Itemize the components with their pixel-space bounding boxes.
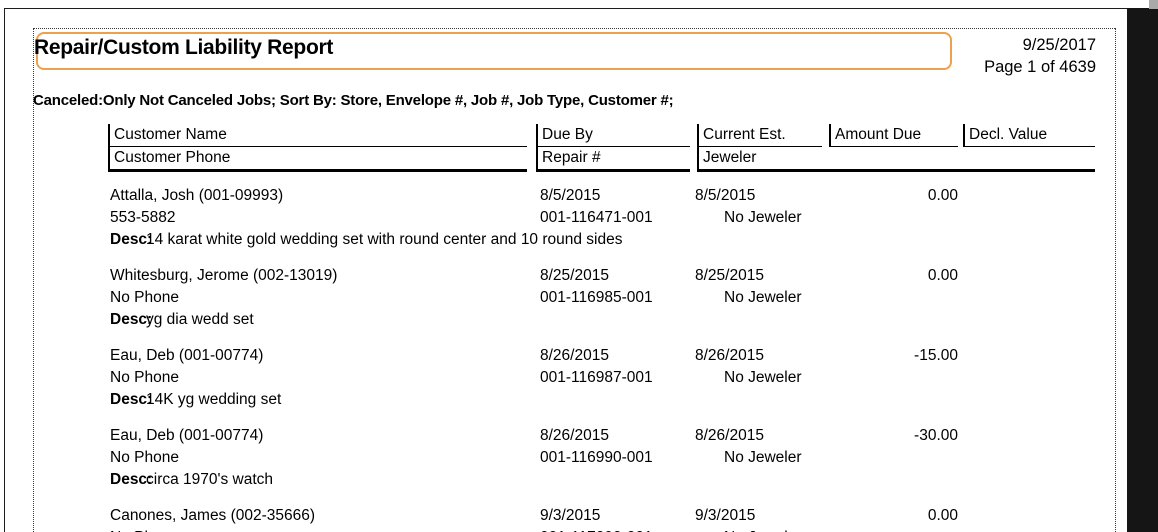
header-repair-number: Repair # xyxy=(536,147,690,172)
customer-phone: No Phone xyxy=(110,449,179,466)
current-est-date: 8/5/2015 xyxy=(695,187,756,204)
header-customer-name: Customer Name xyxy=(108,124,527,147)
header-jeweler: Jeweler xyxy=(697,147,1095,172)
repair-number: 001-116471-001 xyxy=(540,209,653,226)
due-by-date: 8/26/2015 xyxy=(540,427,609,444)
customer-phone: No Phone xyxy=(110,369,179,386)
customer-phone: No Phone xyxy=(110,289,179,306)
repair-number: 001-117090-001 xyxy=(540,528,653,532)
desc-label: Desc: xyxy=(110,311,153,328)
margin-guide-top xyxy=(33,28,1115,29)
due-by-date: 8/5/2015 xyxy=(540,187,601,204)
page-border xyxy=(4,8,1128,532)
header-due-by: Due By xyxy=(536,124,690,147)
amount-due-value: 0.00 xyxy=(927,187,958,204)
amount-due-value: -15.00 xyxy=(914,347,958,364)
jeweler-value: No Jeweler xyxy=(724,449,802,466)
current-est-date: 8/25/2015 xyxy=(695,267,764,284)
margin-guide-left xyxy=(33,28,34,532)
header-customer-phone: Customer Phone xyxy=(108,147,527,172)
report-date-block: 9/25/2017 Page 1 of 4639 xyxy=(900,34,1096,78)
job-record: Attalla, Josh (001-09993) 8/5/2015 8/5/2… xyxy=(0,186,1128,266)
amount-due-value: 0.00 xyxy=(927,267,958,284)
header-amount-due: Amount Due xyxy=(829,124,958,147)
page-number: Page 1 of 4639 xyxy=(984,58,1096,76)
due-by-date: 9/3/2015 xyxy=(540,507,601,524)
customer-phone: No Phone xyxy=(110,528,179,532)
report-date: 9/25/2017 xyxy=(1022,36,1096,54)
jeweler-value: No Jeweler xyxy=(724,528,802,532)
title-highlight-box[interactable] xyxy=(36,32,952,70)
desc-label: Desc: xyxy=(110,231,153,248)
records-list: Attalla, Josh (001-09993) 8/5/2015 8/5/2… xyxy=(0,186,1128,532)
desc-text: 14 karat white gold wedding set with rou… xyxy=(146,231,623,248)
header-current-est: Current Est. xyxy=(697,124,822,147)
scrollbar-corner xyxy=(1149,0,1158,9)
customer-name: Eau, Deb (001-00774) xyxy=(110,347,264,364)
repair-number: 001-116990-001 xyxy=(540,449,653,466)
jeweler-value: No Jeweler xyxy=(724,209,802,226)
viewport-dark-area xyxy=(1127,8,1158,532)
repair-number: 001-116987-001 xyxy=(540,369,653,386)
customer-name: Attalla, Josh (001-09993) xyxy=(110,187,284,204)
due-by-date: 8/25/2015 xyxy=(540,267,609,284)
customer-phone: 553-5882 xyxy=(110,209,176,226)
due-by-date: 8/26/2015 xyxy=(540,347,609,364)
job-record: Canones, James (002-35666) 9/3/2015 9/3/… xyxy=(0,506,1128,532)
desc-text: yg dia wedd set xyxy=(146,311,254,328)
repair-number: 001-116985-001 xyxy=(540,289,653,306)
jeweler-value: No Jeweler xyxy=(724,369,802,386)
desc-text: 14K yg wedding set xyxy=(146,391,282,408)
desc-label: Desc: xyxy=(110,391,153,408)
amount-due-value: 0.00 xyxy=(927,507,958,524)
job-record: Whitesburg, Jerome (002-13019) 8/25/2015… xyxy=(0,266,1128,346)
desc-label: Desc: xyxy=(110,471,153,488)
current-est-date: 8/26/2015 xyxy=(695,427,764,444)
job-record: Eau, Deb (001-00774) 8/26/2015 8/26/2015… xyxy=(0,426,1128,506)
current-est-date: 9/3/2015 xyxy=(695,507,756,524)
report-title: Repair/Custom Liability Report xyxy=(34,36,334,59)
current-est-date: 8/26/2015 xyxy=(695,347,764,364)
jeweler-value: No Jeweler xyxy=(724,289,802,306)
customer-name: Eau, Deb (001-00774) xyxy=(110,427,264,444)
job-record: Eau, Deb (001-00774) 8/26/2015 8/26/2015… xyxy=(0,346,1128,426)
customer-name: Canones, James (002-35666) xyxy=(110,507,316,524)
header-decl-value: Decl. Value xyxy=(963,124,1095,147)
report-filter-line: Canceled:Only Not Canceled Jobs; Sort By… xyxy=(33,92,674,109)
margin-guide-right xyxy=(1115,28,1116,532)
amount-due-value: -30.00 xyxy=(914,427,958,444)
desc-text: circa 1970's watch xyxy=(146,471,274,488)
customer-name: Whitesburg, Jerome (002-13019) xyxy=(110,267,338,284)
